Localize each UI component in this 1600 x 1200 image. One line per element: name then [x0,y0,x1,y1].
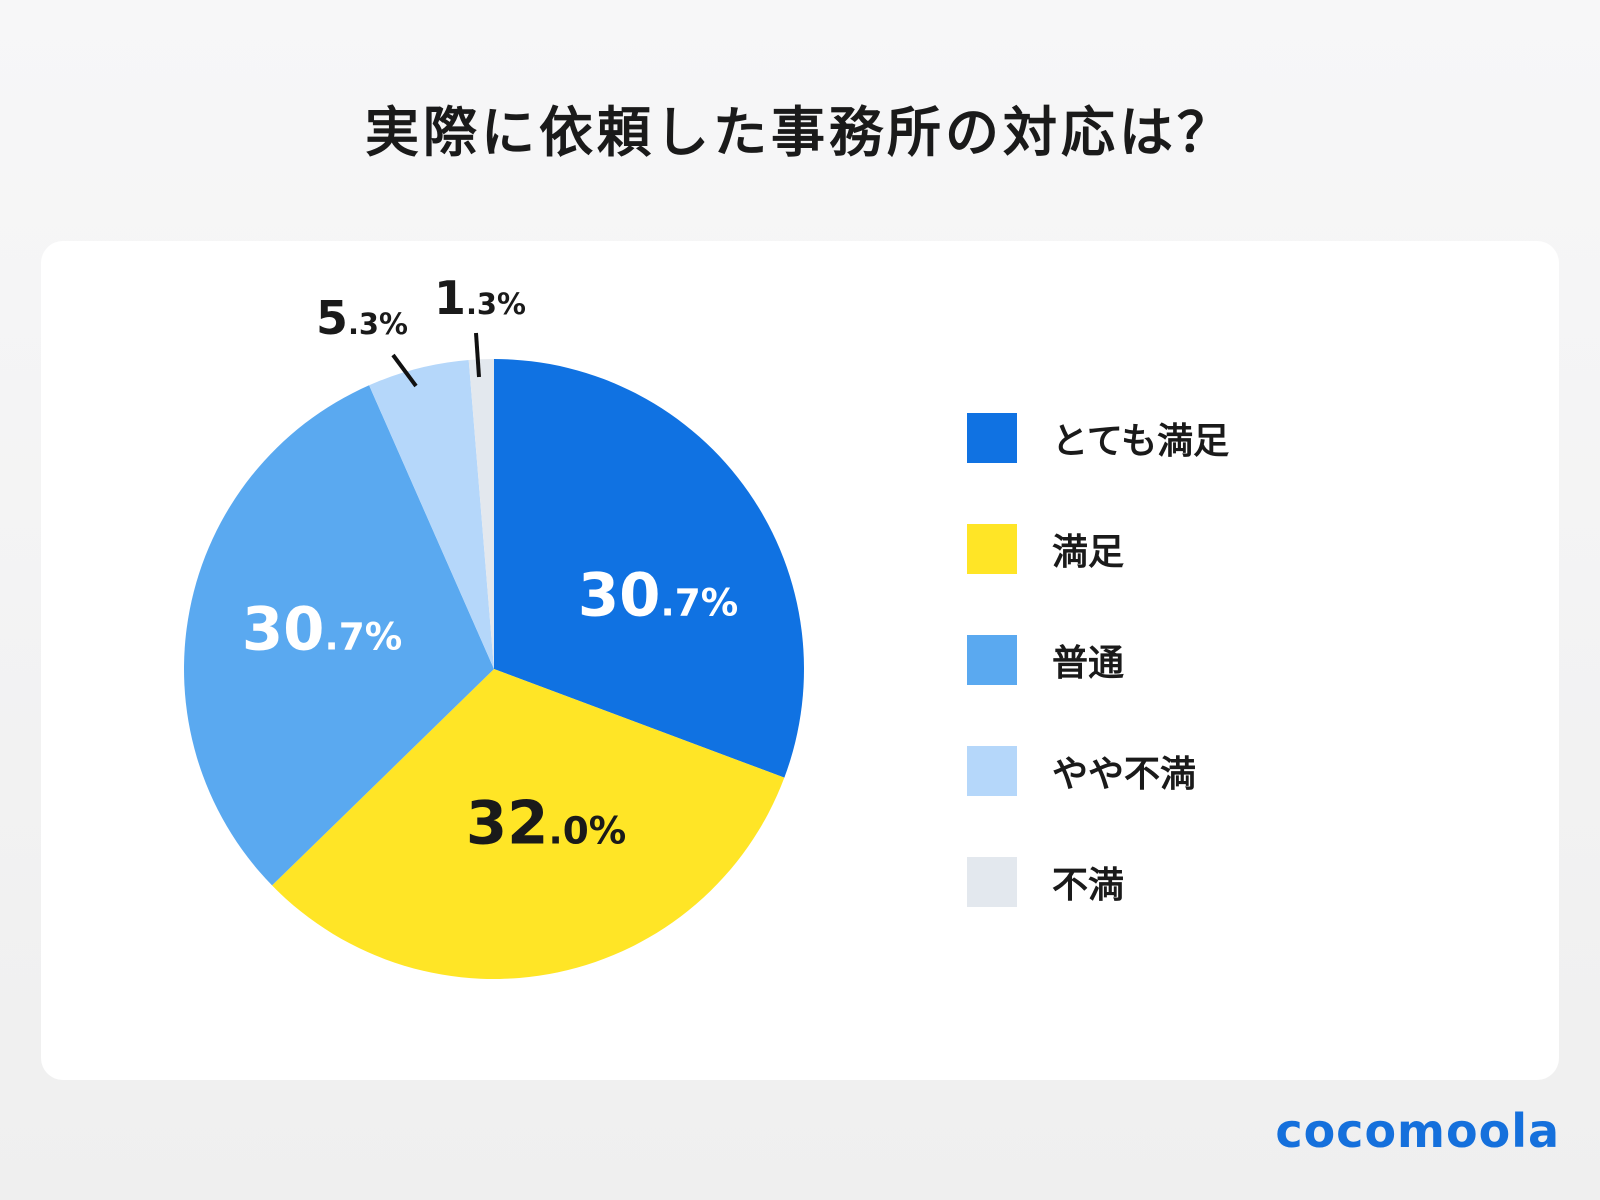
legend-item: 満足 [967,524,1124,574]
leader-line [391,353,418,388]
slice-value-label: 32.0% [466,789,626,858]
slice-value-label: 5.3% [316,291,408,345]
slice-value-label: 30.7% [242,595,402,664]
legend-item: 不満 [967,857,1124,907]
legend-label: とても満足 [1052,421,1230,462]
legend-swatch [967,524,1017,574]
legend-label: 普通 [1052,643,1125,684]
legend-item: やや不満 [967,746,1196,796]
leader-line [474,332,481,378]
legend-swatch [967,857,1017,907]
legend-item: 普通 [967,635,1124,685]
legend-swatch [967,413,1017,463]
cocomoola-logo: cocomoola [1275,1104,1560,1158]
pie-slice-1 [272,669,785,979]
chart-title: 実際に依頼した事務所の対応は？ [365,101,1235,164]
legend-swatch [967,746,1017,796]
slice-value-label: 30.7% [578,561,738,630]
legend-swatch [967,635,1017,685]
pie-slice-2 [184,385,494,886]
pie-slice-3 [369,360,494,669]
legend-label: 満足 [1052,532,1125,573]
pie-slice-0 [494,359,804,778]
legend-label: やや不満 [1052,754,1197,795]
legend-label: 不満 [1052,865,1125,906]
legend-item: とても満足 [967,413,1229,463]
pie-slice-4 [468,359,494,669]
slice-value-label: 1.3% [434,271,526,325]
